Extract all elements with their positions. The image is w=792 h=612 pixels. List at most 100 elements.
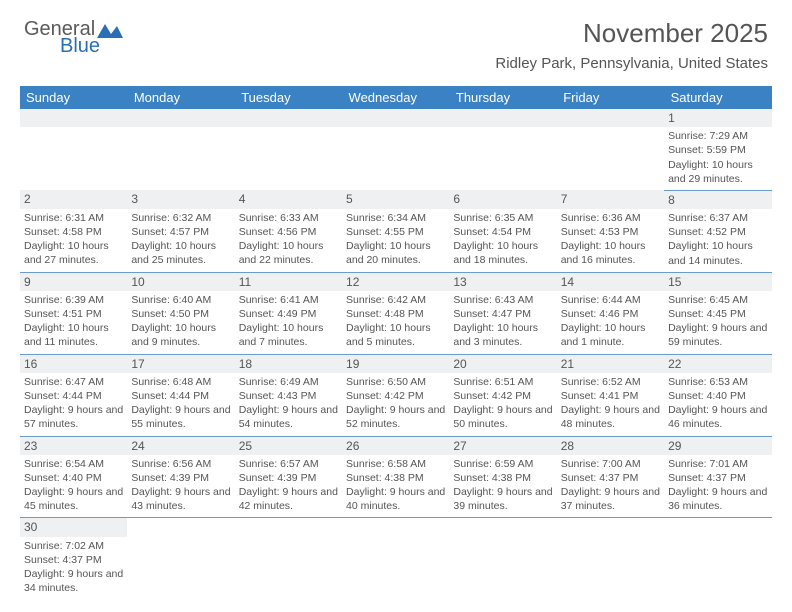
day-number: 17 — [127, 355, 234, 373]
day-content: Sunrise: 6:32 AMSunset: 4:57 PMDaylight:… — [127, 209, 234, 272]
sunset-text: Sunset: 4:57 PM — [131, 225, 230, 239]
calendar-day-cell: 7Sunrise: 6:36 AMSunset: 4:53 PMDaylight… — [557, 190, 664, 272]
calendar-empty-cell — [664, 518, 771, 599]
day-number: 26 — [342, 437, 449, 455]
day-content: Sunrise: 7:29 AMSunset: 5:59 PMDaylight:… — [664, 127, 771, 190]
sunrise-text: Sunrise: 7:29 AM — [668, 129, 767, 143]
sunrise-text: Sunrise: 7:00 AM — [561, 457, 660, 471]
calendar-empty-cell — [235, 109, 342, 190]
day-content: Sunrise: 6:48 AMSunset: 4:44 PMDaylight:… — [127, 373, 234, 436]
calendar-empty-cell — [20, 109, 127, 190]
day-number: 19 — [342, 355, 449, 373]
sunset-text: Sunset: 4:37 PM — [561, 471, 660, 485]
calendar-day-cell: 19Sunrise: 6:50 AMSunset: 4:42 PMDayligh… — [342, 354, 449, 436]
sunrise-text: Sunrise: 6:31 AM — [24, 211, 123, 225]
day-content: Sunrise: 6:34 AMSunset: 4:55 PMDaylight:… — [342, 209, 449, 272]
empty-strip — [235, 109, 342, 127]
logo: General Blue — [24, 18, 123, 58]
sunset-text: Sunset: 4:40 PM — [668, 389, 767, 403]
calendar-day-cell: 26Sunrise: 6:58 AMSunset: 4:38 PMDayligh… — [342, 436, 449, 518]
day-content: Sunrise: 6:51 AMSunset: 4:42 PMDaylight:… — [449, 373, 556, 436]
calendar-day-cell: 20Sunrise: 6:51 AMSunset: 4:42 PMDayligh… — [449, 354, 556, 436]
sunset-text: Sunset: 4:37 PM — [668, 471, 767, 485]
sunrise-text: Sunrise: 6:34 AM — [346, 211, 445, 225]
day-number: 16 — [20, 355, 127, 373]
day-number: 3 — [127, 190, 234, 208]
weekday-header-row: SundayMondayTuesdayWednesdayThursdayFrid… — [20, 86, 772, 109]
sunrise-text: Sunrise: 6:51 AM — [453, 375, 552, 389]
day-content: Sunrise: 6:56 AMSunset: 4:39 PMDaylight:… — [127, 455, 234, 518]
sunrise-text: Sunrise: 6:56 AM — [131, 457, 230, 471]
calendar-day-cell: 6Sunrise: 6:35 AMSunset: 4:54 PMDaylight… — [449, 190, 556, 272]
weekday-header: Tuesday — [235, 86, 342, 109]
calendar-day-cell: 21Sunrise: 6:52 AMSunset: 4:41 PMDayligh… — [557, 354, 664, 436]
calendar-week-row: 1Sunrise: 7:29 AMSunset: 5:59 PMDaylight… — [20, 109, 772, 190]
day-content: Sunrise: 7:01 AMSunset: 4:37 PMDaylight:… — [664, 455, 771, 518]
sunset-text: Sunset: 4:54 PM — [453, 225, 552, 239]
daylight-text: Daylight: 10 hours and 11 minutes. — [24, 321, 123, 349]
sunset-text: Sunset: 4:41 PM — [561, 389, 660, 403]
weekday-header: Saturday — [664, 86, 771, 109]
daylight-text: Daylight: 9 hours and 42 minutes. — [239, 485, 338, 513]
day-number: 23 — [20, 437, 127, 455]
calendar-day-cell: 27Sunrise: 6:59 AMSunset: 4:38 PMDayligh… — [449, 436, 556, 518]
sunset-text: Sunset: 4:48 PM — [346, 307, 445, 321]
logo-text-blue: Blue — [60, 35, 123, 58]
calendar-week-row: 23Sunrise: 6:54 AMSunset: 4:40 PMDayligh… — [20, 436, 772, 518]
day-number: 11 — [235, 273, 342, 291]
day-number: 9 — [20, 273, 127, 291]
sunset-text: Sunset: 4:47 PM — [453, 307, 552, 321]
daylight-text: Daylight: 10 hours and 29 minutes. — [668, 158, 767, 186]
day-number: 18 — [235, 355, 342, 373]
day-content: Sunrise: 7:00 AMSunset: 4:37 PMDaylight:… — [557, 455, 664, 518]
calendar-empty-cell — [127, 518, 234, 599]
empty-strip — [449, 109, 556, 127]
weekday-header: Thursday — [449, 86, 556, 109]
daylight-text: Daylight: 10 hours and 20 minutes. — [346, 239, 445, 267]
sunrise-text: Sunrise: 6:53 AM — [668, 375, 767, 389]
calendar-empty-cell — [449, 109, 556, 190]
sunset-text: Sunset: 4:37 PM — [24, 553, 123, 567]
calendar-day-cell: 30Sunrise: 7:02 AMSunset: 4:37 PMDayligh… — [20, 518, 127, 599]
day-number: 5 — [342, 190, 449, 208]
sunset-text: Sunset: 4:50 PM — [131, 307, 230, 321]
sunset-text: Sunset: 4:38 PM — [453, 471, 552, 485]
day-content: Sunrise: 6:59 AMSunset: 4:38 PMDaylight:… — [449, 455, 556, 518]
calendar-day-cell: 16Sunrise: 6:47 AMSunset: 4:44 PMDayligh… — [20, 354, 127, 436]
day-content: Sunrise: 6:31 AMSunset: 4:58 PMDaylight:… — [20, 209, 127, 272]
daylight-text: Daylight: 10 hours and 25 minutes. — [131, 239, 230, 267]
day-number: 22 — [664, 355, 771, 373]
sunset-text: Sunset: 4:42 PM — [346, 389, 445, 403]
sunset-text: Sunset: 4:58 PM — [24, 225, 123, 239]
daylight-text: Daylight: 9 hours and 37 minutes. — [561, 485, 660, 513]
day-number: 15 — [664, 273, 771, 291]
daylight-text: Daylight: 9 hours and 59 minutes. — [668, 321, 767, 349]
day-number: 8 — [664, 191, 771, 209]
day-number: 7 — [557, 190, 664, 208]
calendar-day-cell: 14Sunrise: 6:44 AMSunset: 4:46 PMDayligh… — [557, 272, 664, 354]
sunrise-text: Sunrise: 6:32 AM — [131, 211, 230, 225]
sunrise-text: Sunrise: 7:01 AM — [668, 457, 767, 471]
calendar-empty-cell — [342, 518, 449, 599]
calendar-empty-cell — [342, 109, 449, 190]
calendar-day-cell: 9Sunrise: 6:39 AMSunset: 4:51 PMDaylight… — [20, 272, 127, 354]
sunrise-text: Sunrise: 6:36 AM — [561, 211, 660, 225]
day-content: Sunrise: 7:02 AMSunset: 4:37 PMDaylight:… — [20, 537, 127, 600]
logo-flag-icon — [97, 22, 123, 38]
day-content: Sunrise: 6:54 AMSunset: 4:40 PMDaylight:… — [20, 455, 127, 518]
calendar-day-cell: 23Sunrise: 6:54 AMSunset: 4:40 PMDayligh… — [20, 436, 127, 518]
daylight-text: Daylight: 10 hours and 22 minutes. — [239, 239, 338, 267]
sunset-text: Sunset: 4:51 PM — [24, 307, 123, 321]
day-number: 30 — [20, 518, 127, 536]
empty-strip — [20, 109, 127, 127]
daylight-text: Daylight: 9 hours and 57 minutes. — [24, 403, 123, 431]
calendar-day-cell: 2Sunrise: 6:31 AMSunset: 4:58 PMDaylight… — [20, 190, 127, 272]
daylight-text: Daylight: 10 hours and 27 minutes. — [24, 239, 123, 267]
day-content: Sunrise: 6:40 AMSunset: 4:50 PMDaylight:… — [127, 291, 234, 354]
day-number: 21 — [557, 355, 664, 373]
daylight-text: Daylight: 10 hours and 7 minutes. — [239, 321, 338, 349]
day-content: Sunrise: 6:57 AMSunset: 4:39 PMDaylight:… — [235, 455, 342, 518]
daylight-text: Daylight: 9 hours and 45 minutes. — [24, 485, 123, 513]
sunrise-text: Sunrise: 6:43 AM — [453, 293, 552, 307]
day-content: Sunrise: 6:37 AMSunset: 4:52 PMDaylight:… — [664, 209, 771, 272]
